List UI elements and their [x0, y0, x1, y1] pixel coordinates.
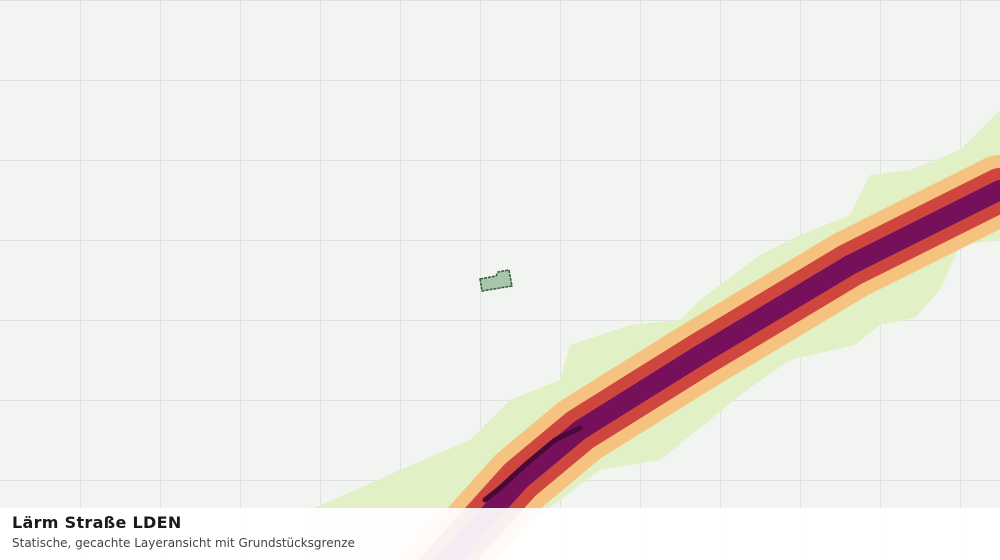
noise-zone-peak — [482, 425, 583, 503]
parcel-boundary — [479, 269, 513, 292]
noise-layer — [310, 110, 1000, 560]
noise-zone-low — [310, 110, 1000, 560]
noise-zone-very-high — [434, 180, 1000, 560]
layer-title: Lärm Straße LDEN — [12, 513, 182, 532]
layer-subtitle: Statische, gecachte Layeransicht mit Gru… — [12, 536, 355, 550]
info-panel: Lärm Straße LDEN Statische, gecachte Lay… — [0, 508, 1000, 560]
